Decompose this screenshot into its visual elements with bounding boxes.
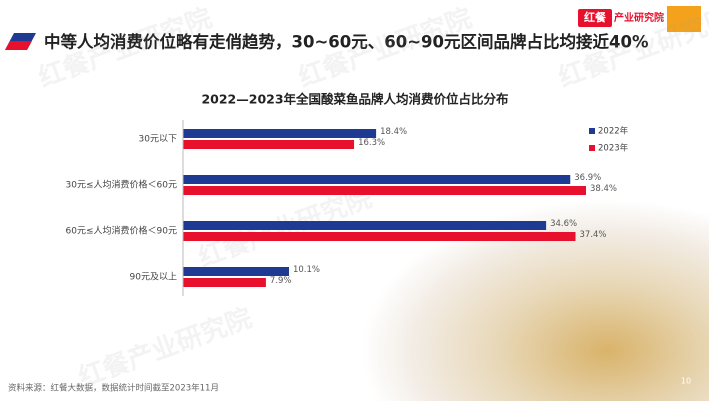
y-tick-label: 30元以下	[139, 135, 177, 145]
page-number: 10	[681, 377, 691, 386]
value-label: 7.9%	[270, 276, 292, 286]
bar	[183, 278, 266, 287]
chart-title: 2022—2023年全国酸菜鱼品牌人均消费价位占比分布	[201, 92, 509, 107]
value-label: 37.4%	[580, 230, 607, 240]
bar	[183, 186, 586, 195]
value-label: 10.1%	[293, 265, 320, 275]
bar	[183, 221, 547, 230]
logo-text: 产业研究院	[614, 11, 664, 24]
bar	[183, 232, 576, 241]
logo-box	[578, 9, 612, 27]
bar	[183, 140, 355, 149]
bar	[183, 175, 571, 184]
chart: 30元以下 18.4%16.3% 30元≤人均消费价格＜60元 36.9%38.4% 6…	[66, 120, 629, 296]
y-tick-label: 90元及以上	[130, 272, 177, 283]
bar	[183, 129, 377, 138]
title-icon	[5, 41, 32, 50]
value-label: 16.3%	[358, 138, 385, 148]
partner-logo	[667, 6, 701, 32]
source: 资料来源：红餐大数据，数据统计时间截至2023年11月	[8, 383, 219, 394]
value-label: 18.4%	[380, 127, 407, 137]
y-tick-label: 60元≤人均消费价格＜90元	[66, 225, 177, 237]
value-label: 36.9%	[574, 173, 601, 183]
value-label: 34.6%	[550, 219, 577, 229]
legend-swatch	[589, 128, 595, 134]
slide-title: 中等人均消费价位略有走俏趋势，30~60元、60~90元区间品牌占比均接近40%	[44, 32, 649, 52]
logo-mark: 红餐	[584, 10, 607, 24]
logo-separator: ×	[656, 11, 665, 24]
legend-label: 2022年	[598, 126, 629, 137]
y-tick-label: 30元≤人均消费价格＜60元	[66, 179, 177, 191]
bar	[183, 267, 289, 276]
legend-swatch	[589, 145, 595, 151]
value-label: 38.4%	[590, 184, 617, 194]
legend-label: 2023年	[598, 143, 629, 154]
